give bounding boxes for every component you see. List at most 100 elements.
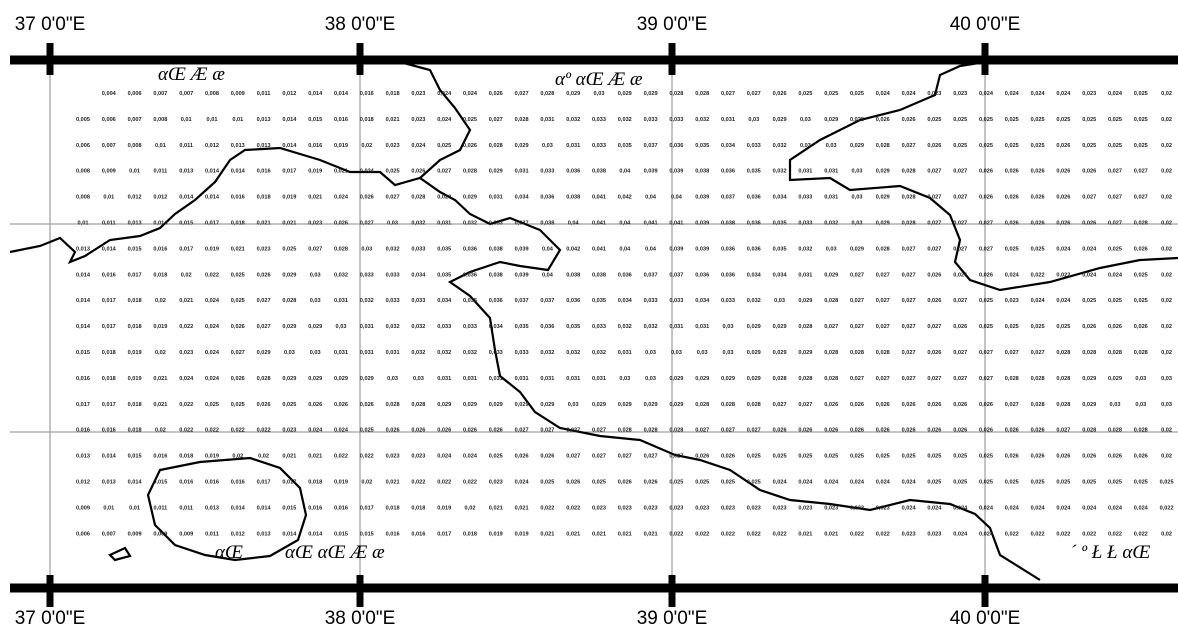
- grid-value: 0,031: [618, 350, 632, 356]
- grid-value: 0,027: [824, 324, 838, 330]
- grid-value: 0,03: [1135, 402, 1146, 408]
- grid-value: 0,026: [1134, 246, 1148, 252]
- grid-value: 0,038: [566, 195, 580, 201]
- grid-value: 0,018: [102, 350, 116, 356]
- grid-value: 0,025: [953, 117, 967, 123]
- grid-value: 0,023: [179, 350, 193, 356]
- grid-value: 0,026: [231, 324, 245, 330]
- grid-value: 0,015: [76, 350, 90, 356]
- grid-value: 0,024: [205, 376, 220, 382]
- grid-value: 0,032: [386, 246, 400, 252]
- grid-value: 0,03: [645, 350, 656, 356]
- grid-value: 0,04: [645, 195, 657, 201]
- grid-value: 0,029: [1108, 376, 1122, 382]
- grid-value: 0,024: [437, 91, 452, 97]
- grid-value: 0,025: [695, 480, 709, 486]
- bottom-tick-label: 38 0'0"E: [325, 608, 396, 629]
- grid-value: 0,029: [773, 117, 787, 123]
- grid-value: 0,028: [1005, 376, 1019, 382]
- grid-value: 0,041: [592, 246, 606, 252]
- grid-value: 0,029: [489, 402, 503, 408]
- grid-value: 0,023: [308, 221, 322, 227]
- grid-value: 0,023: [953, 91, 967, 97]
- grid-value: 0,036: [540, 195, 554, 201]
- grid-value: 0,023: [669, 505, 683, 511]
- grid-value: 0,031: [592, 376, 606, 382]
- grid-value: 0,027: [798, 402, 812, 408]
- grid-value: 0,028: [695, 402, 709, 408]
- grid-value: 0,026: [257, 402, 271, 408]
- grid-value: 0,029: [437, 402, 451, 408]
- grid-value: 0,013: [179, 169, 193, 175]
- grid-value: 0,011: [179, 505, 193, 511]
- grid-value: 0,026: [953, 402, 967, 408]
- grid-value: 0,026: [902, 402, 916, 408]
- grid-value: 0,032: [360, 298, 374, 304]
- grid-value: 0,027: [953, 350, 967, 356]
- grid-value: 0,027: [850, 272, 864, 278]
- grid-value: 0,028: [1134, 350, 1148, 356]
- grid-value: 0,024: [1082, 246, 1097, 252]
- grid-value: 0,019: [515, 531, 529, 537]
- grid-value: 0,028: [411, 402, 425, 408]
- grid-value: 0,033: [644, 117, 658, 123]
- grid-value: 0,029: [489, 169, 503, 175]
- grid-value: 0,029: [360, 376, 374, 382]
- grid-value: 0,005: [76, 117, 90, 123]
- grid-value: 0,021: [824, 531, 838, 537]
- grid-value: 0,029: [850, 246, 864, 252]
- grid-value: 0,024: [1056, 91, 1071, 97]
- grid-value: 0,009: [76, 505, 90, 511]
- grid-value: 0,016: [257, 169, 271, 175]
- grid-value: 0,018: [463, 531, 477, 537]
- grid-value: 0,037: [669, 272, 683, 278]
- grid-value: 0,025: [1134, 117, 1148, 123]
- grid-value: 0,022: [540, 505, 554, 511]
- grid-value: 0,012: [282, 91, 296, 97]
- grid-value: 0,014: [76, 324, 91, 330]
- grid-value: 0,016: [308, 505, 322, 511]
- grid-value: 0,025: [231, 298, 245, 304]
- grid-value: 0,024: [205, 324, 220, 330]
- grid-value: 0,027: [902, 376, 916, 382]
- coastlines: [10, 62, 1178, 580]
- grid-value: 0,025: [1005, 143, 1019, 149]
- grid-value: 0,027: [644, 454, 658, 460]
- grid-value: 0,024: [798, 480, 813, 486]
- grid-value: 0,023: [282, 428, 296, 434]
- grid-value: 0,027: [850, 298, 864, 304]
- grid-value: 0,028: [902, 195, 916, 201]
- grid-value: 0,013: [257, 117, 271, 123]
- grid-value: 0,023: [773, 505, 787, 511]
- grid-value: 0,022: [1082, 531, 1096, 537]
- grid-value: 0,032: [463, 350, 477, 356]
- grid-value: 0,029: [463, 402, 477, 408]
- grid-value: 0,024: [205, 350, 220, 356]
- grid-value: 0,026: [1082, 454, 1096, 460]
- grid-value: 0,016: [76, 428, 90, 434]
- grid-value: 0,021: [386, 117, 400, 123]
- grid-value: 0,027: [1108, 221, 1122, 227]
- grid-value: 0,028: [876, 143, 890, 149]
- grid-value: 0,032: [411, 221, 425, 227]
- grid-value: 0,024: [1056, 246, 1071, 252]
- grid-value: 0,014: [231, 505, 246, 511]
- grid-value: 0,031: [515, 376, 529, 382]
- grid-value: 0,039: [695, 246, 709, 252]
- grid-value: 0,02: [1161, 272, 1172, 278]
- grid-value: 0,019: [128, 376, 142, 382]
- grid-value: 0,025: [1031, 246, 1045, 252]
- grid-value: 0,031: [334, 350, 348, 356]
- grid-value: 0,009: [231, 91, 245, 97]
- grid-value: 0,026: [1082, 324, 1096, 330]
- grid-value: 0,015: [153, 480, 167, 486]
- grid-value: 0,026: [1108, 324, 1122, 330]
- grid-value: 0,031: [669, 324, 683, 330]
- grid-value: 0,015: [128, 454, 142, 460]
- grid-value: 0,022: [205, 428, 219, 434]
- grid-value: 0,02: [1161, 91, 1172, 97]
- place-label: αŒ Æ æ: [158, 64, 225, 85]
- grid-value: 0,025: [824, 91, 838, 97]
- grid-value: 0,03: [697, 350, 708, 356]
- grid-value: 0,011: [257, 91, 271, 97]
